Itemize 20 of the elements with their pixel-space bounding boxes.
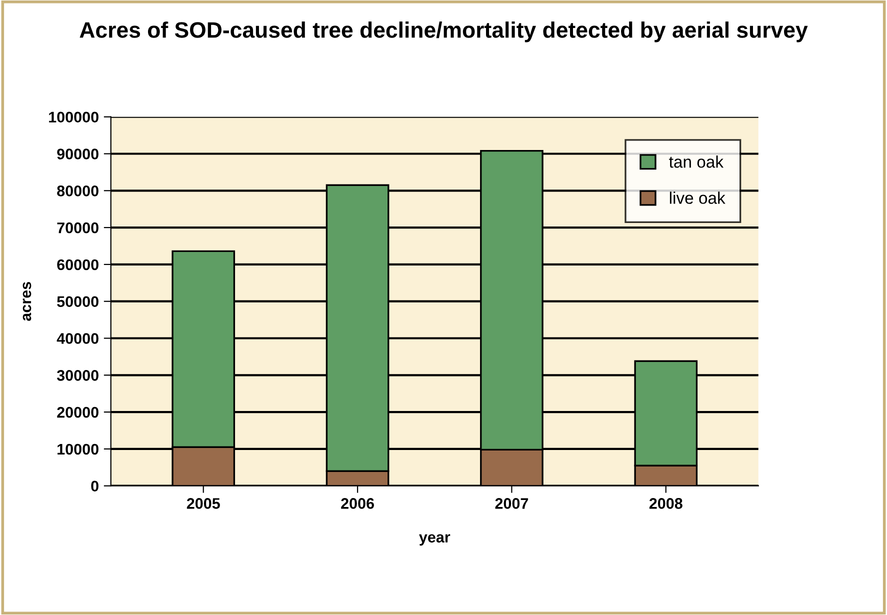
x-tick-label: 2008 <box>649 498 682 509</box>
y-tick-label: 100000 <box>49 112 98 123</box>
legend-label: tan oak <box>669 156 724 168</box>
y-tick-label: 30000 <box>56 370 98 381</box>
y-tick-label: 50000 <box>57 296 98 308</box>
y-tick-label: 80000 <box>57 186 98 196</box>
y-tick-label: 40000 <box>56 333 98 344</box>
chart-title: Acres of SOD-caused tree decline/mortality detected by aerial survey <box>80 22 808 42</box>
y-tick-label: 20000 <box>57 406 98 418</box>
x-tick-label: 2007 <box>495 498 528 509</box>
x-tick-label: 2006 <box>341 498 374 509</box>
y-tick-label: 70000 <box>57 222 98 234</box>
y-axis-title: acres <box>22 282 32 321</box>
y-tick-label: 10000 <box>58 444 98 455</box>
y-tick-label: 60000 <box>57 259 98 270</box>
x-axis-title: year <box>419 534 450 546</box>
legend-label: live oak <box>670 192 726 204</box>
x-tick-label: 2005 <box>186 498 220 509</box>
y-tick-label: 90000 <box>57 148 98 160</box>
y-tick-label: 0 <box>91 480 98 492</box>
